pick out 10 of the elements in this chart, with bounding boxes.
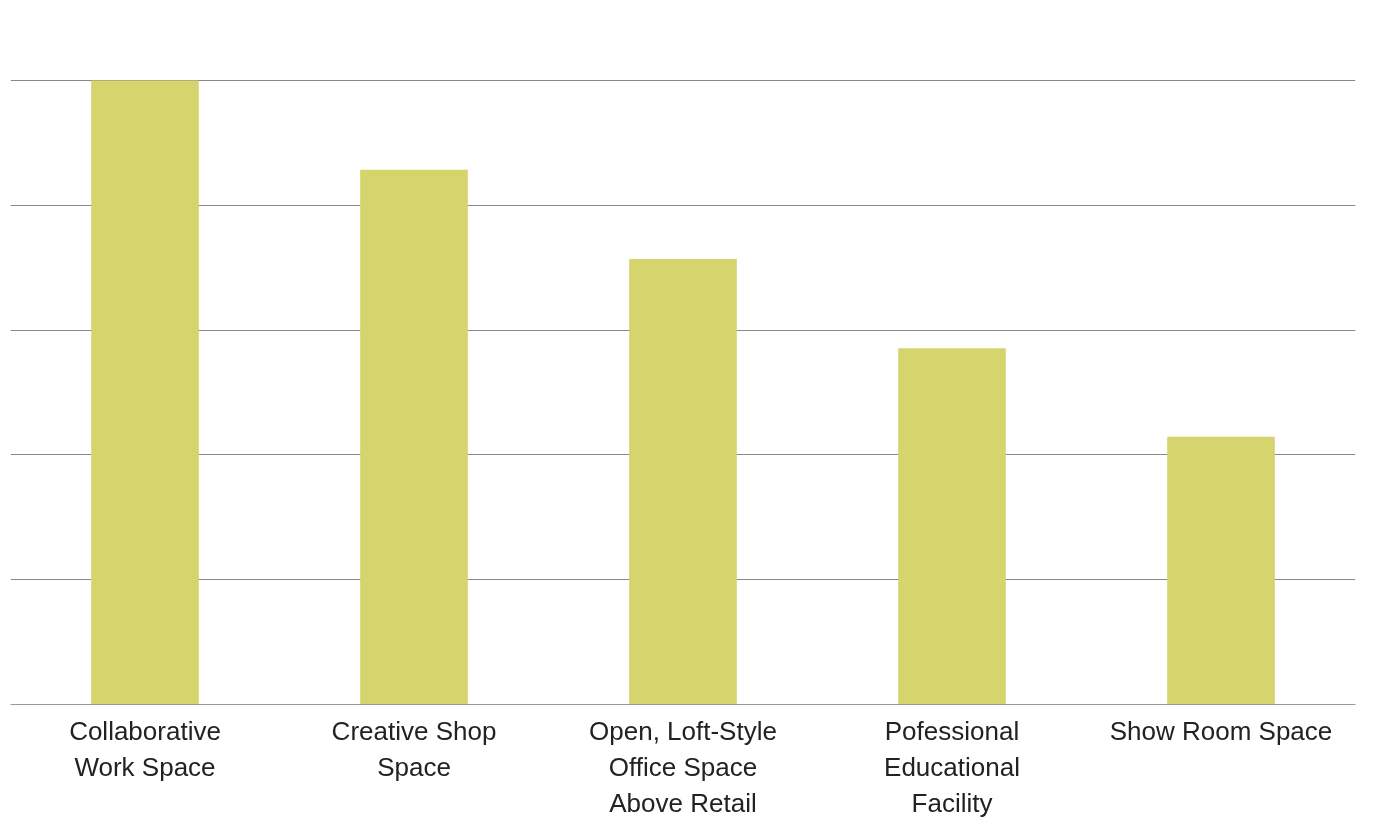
bar — [91, 80, 199, 705]
bar — [898, 348, 1006, 705]
x-tick-label: Creative Shop Space — [331, 715, 497, 782]
x-tick-label: Collaborative Work Space — [69, 715, 221, 782]
bar — [629, 258, 737, 705]
bar — [1167, 436, 1275, 705]
bar — [360, 169, 468, 705]
x-tick-label: Open, Loft-Style Office Space Above Retail — [589, 715, 777, 818]
x-tick-label: Pofessional Educational Facility — [884, 715, 1020, 818]
x-tick-label: Show Room Space — [1109, 715, 1333, 746]
